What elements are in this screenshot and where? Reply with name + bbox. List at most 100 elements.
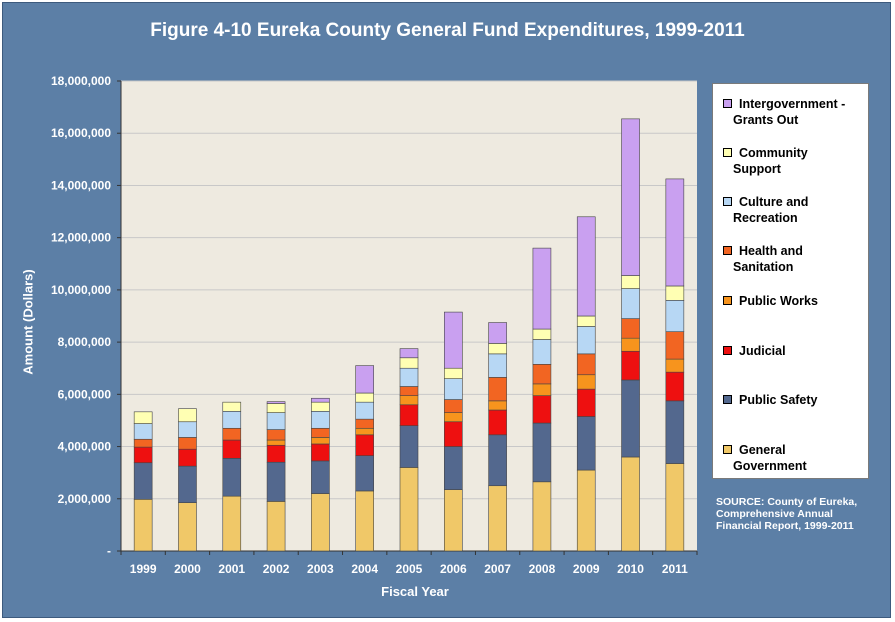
bar-segment — [488, 377, 507, 402]
chart-title: Figure 4-10 Eureka County General Fund E… — [150, 20, 745, 41]
bar-segment — [311, 437, 330, 445]
bar-segment — [444, 489, 463, 552]
bar-segment — [532, 383, 552, 396]
legend-label: Sanitation — [733, 260, 794, 274]
legend-swatch — [723, 246, 732, 255]
bar-segment — [133, 446, 153, 464]
legend-label: Government — [733, 459, 807, 473]
bar-segment — [665, 400, 685, 464]
x-tick-label: 2004 — [351, 562, 378, 576]
x-tick-label: 2008 — [529, 562, 556, 576]
bar-segment — [621, 337, 640, 352]
x-tick-label: 2002 — [263, 562, 290, 576]
y-tick-label: 16,000,000 — [51, 126, 111, 140]
bar-segment — [576, 388, 596, 417]
bar-segment — [665, 358, 685, 373]
bar-segment — [444, 421, 463, 447]
bar-segment — [355, 427, 374, 436]
bar-segment — [576, 326, 596, 355]
bar-segment — [178, 408, 197, 423]
bar-segment — [621, 288, 640, 319]
bar-segment — [178, 502, 197, 552]
x-tick-label: 2010 — [617, 562, 644, 576]
bar-segment — [355, 434, 374, 456]
bar-segment — [576, 416, 596, 471]
bar-segment — [444, 378, 463, 400]
legend-label: Public Safety — [739, 393, 818, 407]
bar-segment — [488, 400, 507, 411]
bar-segment — [133, 423, 153, 440]
y-tick-label: 4,000,000 — [58, 440, 112, 454]
bar-segment — [133, 462, 153, 500]
y-tick-label: 10,000,000 — [51, 283, 111, 297]
bar-segment — [621, 379, 640, 458]
bar-segment — [266, 444, 286, 463]
legend-label: Recreation — [733, 211, 798, 225]
bar-segment — [488, 353, 507, 378]
legend-label: Grants Out — [733, 113, 799, 127]
bar-segment — [222, 401, 242, 412]
source-note: SOURCE: County of Eureka, Comprehensive … — [716, 496, 876, 532]
bar-segment — [178, 437, 197, 450]
bar-segment — [665, 463, 685, 552]
bar-segment — [532, 395, 552, 424]
bar-segment — [355, 418, 374, 429]
bar-segment — [266, 412, 286, 430]
bar-segment — [532, 364, 552, 385]
legend-swatch — [723, 395, 732, 404]
bar-segment — [576, 353, 596, 376]
bar-segment — [621, 350, 640, 381]
bar-segment — [444, 446, 463, 490]
x-tick-label: 2006 — [440, 562, 467, 576]
bar-segment — [621, 118, 640, 276]
bar-segment — [222, 427, 242, 441]
x-tick-label: 1999 — [130, 562, 157, 576]
source-line: Financial Report, 1999-2011 — [716, 520, 854, 532]
bar-segment — [444, 311, 463, 369]
bar-segment — [532, 481, 552, 552]
bar-segment — [532, 422, 552, 483]
bar-segment — [311, 493, 330, 552]
bar-segment — [133, 438, 153, 448]
bar-segment — [576, 216, 596, 317]
y-tick-label: 2,000,000 — [58, 492, 112, 506]
bar-segment — [311, 427, 330, 438]
legend-label: Culture and — [739, 195, 809, 209]
bar-segment — [665, 285, 685, 301]
y-axis-label: Amount (Dollars) — [20, 269, 36, 375]
bar-segment — [576, 315, 596, 327]
bar-segment — [178, 421, 197, 438]
legend-swatch — [723, 445, 732, 454]
legend-label: Health and — [739, 244, 803, 258]
bar-segment — [665, 178, 685, 287]
legend-label: Intergovernment - — [739, 97, 846, 111]
legend-swatch — [723, 296, 732, 305]
bar-segment — [399, 425, 419, 468]
source-line: SOURCE: County of Eureka, — [716, 496, 858, 508]
y-tick-label: 6,000,000 — [58, 387, 112, 401]
bar-segment — [266, 429, 286, 441]
bar-segment — [266, 403, 286, 413]
bar-segment — [532, 247, 552, 330]
bar-segment — [266, 439, 286, 446]
legend: Intergovernment - Grants Out Community Sup… — [712, 83, 869, 479]
bar-segment — [355, 455, 374, 492]
bar-segment — [488, 322, 507, 344]
legend-label: Support — [733, 162, 781, 176]
bar-segment — [222, 495, 242, 552]
bar-segment — [399, 348, 419, 359]
bar-segment — [266, 401, 286, 404]
bar-segment — [621, 318, 640, 339]
bar-segment — [488, 343, 507, 355]
bar-segment — [488, 409, 507, 436]
bar-segment — [266, 461, 286, 502]
bar-segment — [444, 399, 463, 413]
legend-label: General — [739, 443, 786, 457]
legend-swatch — [723, 346, 732, 355]
bar-segment — [488, 485, 507, 552]
legend-swatch — [723, 99, 732, 108]
bar-segment — [576, 469, 596, 552]
bar-segment — [222, 439, 242, 459]
y-tick-label: 12,000,000 — [51, 231, 111, 245]
